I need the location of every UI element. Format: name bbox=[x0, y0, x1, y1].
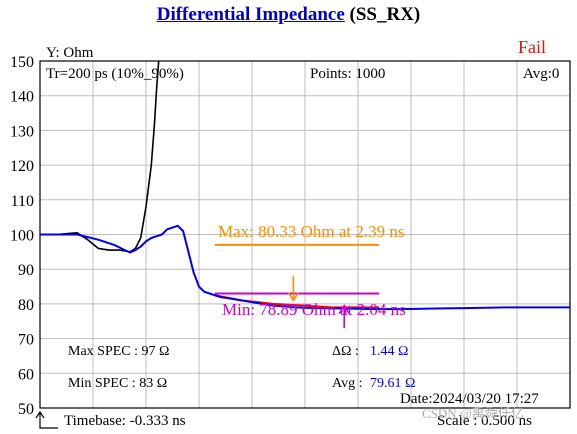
avg-count-label: Avg:0 bbox=[523, 66, 559, 82]
timebase-label: Timebase: -0.333 ns bbox=[64, 413, 186, 429]
avg-value: 79.61 Ω bbox=[370, 376, 415, 391]
y-tick-label: 130 bbox=[10, 123, 34, 140]
watermark: CSDN @禹舜仟亿 bbox=[422, 406, 524, 421]
delta-label: ΔΩ : bbox=[332, 344, 359, 359]
min-arrow-head bbox=[338, 304, 350, 315]
y-tick-label: 150 bbox=[10, 54, 34, 71]
y-tick-label: 140 bbox=[10, 89, 34, 106]
date-label: Date:2024/03/20 17:27 bbox=[400, 391, 539, 407]
traces bbox=[40, 61, 570, 311]
y-tick-label: 120 bbox=[10, 158, 34, 175]
min-marker-text: Min: 78.89 Ohm at 2.04 ns bbox=[222, 300, 406, 319]
delta-value: 1.44 Ω bbox=[370, 344, 408, 359]
title-suffix: (SS_RX) bbox=[349, 4, 421, 25]
y-axis-label: Y: Ohm bbox=[46, 45, 94, 61]
y-tick-label: 100 bbox=[10, 228, 34, 245]
y-tick-label: 50 bbox=[18, 401, 34, 418]
scale-label: Scale : 0.500 ns bbox=[437, 413, 532, 429]
max-arrow-head bbox=[287, 292, 300, 302]
trace-blue bbox=[40, 224, 570, 311]
y-ticks: 50 60 70 80 90 100 110 120 130 140 150 bbox=[10, 54, 34, 418]
arrows bbox=[287, 276, 350, 329]
rise-time-label: Tr=200 ps (10%_90%) bbox=[46, 66, 184, 82]
grid bbox=[40, 61, 570, 408]
timebase-icon bbox=[35, 410, 58, 429]
y-tick-label: 110 bbox=[11, 193, 34, 210]
max-marker-text: Max: 80.33 Ohm at 2.39 ns bbox=[218, 222, 405, 241]
chart-title: Differential Impedance (SS_RX) bbox=[0, 4, 577, 26]
min-spec-label: Min SPEC : 83 Ω bbox=[68, 376, 167, 391]
y-tick-label: 70 bbox=[18, 332, 34, 349]
y-tick-label: 80 bbox=[18, 297, 34, 314]
y-tick-label: 60 bbox=[18, 366, 34, 383]
status-fail: Fail bbox=[518, 37, 547, 57]
title-main: Differential Impedance bbox=[156, 4, 345, 25]
avg-label: Avg : bbox=[332, 376, 362, 391]
trace-black bbox=[40, 61, 160, 253]
points-label: Points: 1000 bbox=[310, 66, 385, 82]
y-tick-label: 90 bbox=[18, 262, 34, 279]
max-spec-label: Max SPEC : 97 Ω bbox=[68, 344, 169, 359]
